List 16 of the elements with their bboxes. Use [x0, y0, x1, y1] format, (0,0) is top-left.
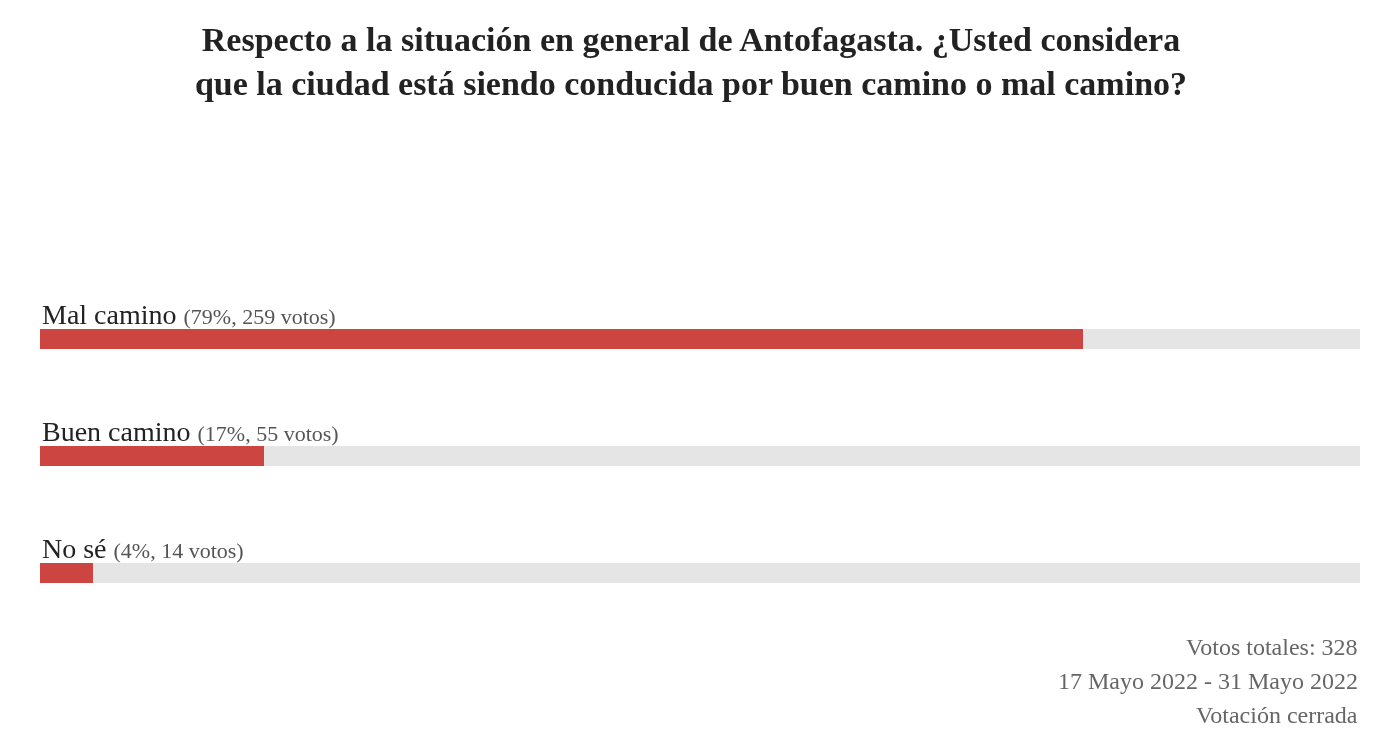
text: 17 Mayo 2022 - 31 Mayo 2022 [1058, 668, 1358, 694]
data-label: (17%, 55 votos) [197, 421, 339, 446]
bar [264, 446, 1360, 466]
bar [40, 446, 265, 466]
text: Votación cerrada [1196, 702, 1358, 728]
bar [40, 328, 1083, 349]
data-label: (4%, 14 votos) [113, 538, 244, 563]
bar [92, 563, 1360, 584]
data-label: (79%, 259 votos) [183, 304, 336, 329]
chart-title: Respecto a la situación en general de Antofagasta. ¿Usted considera que la ciudad está siendo conducida por buen camino o mal camino? [194, 21, 1188, 103]
text: Votos totales: 328 [1186, 634, 1358, 660]
y-tick-label: Buen camino [42, 416, 191, 447]
bar [40, 563, 93, 584]
bar [1082, 328, 1360, 349]
y-tick-label: No sé [42, 533, 107, 564]
y-tick-label: Mal camino [42, 299, 177, 330]
